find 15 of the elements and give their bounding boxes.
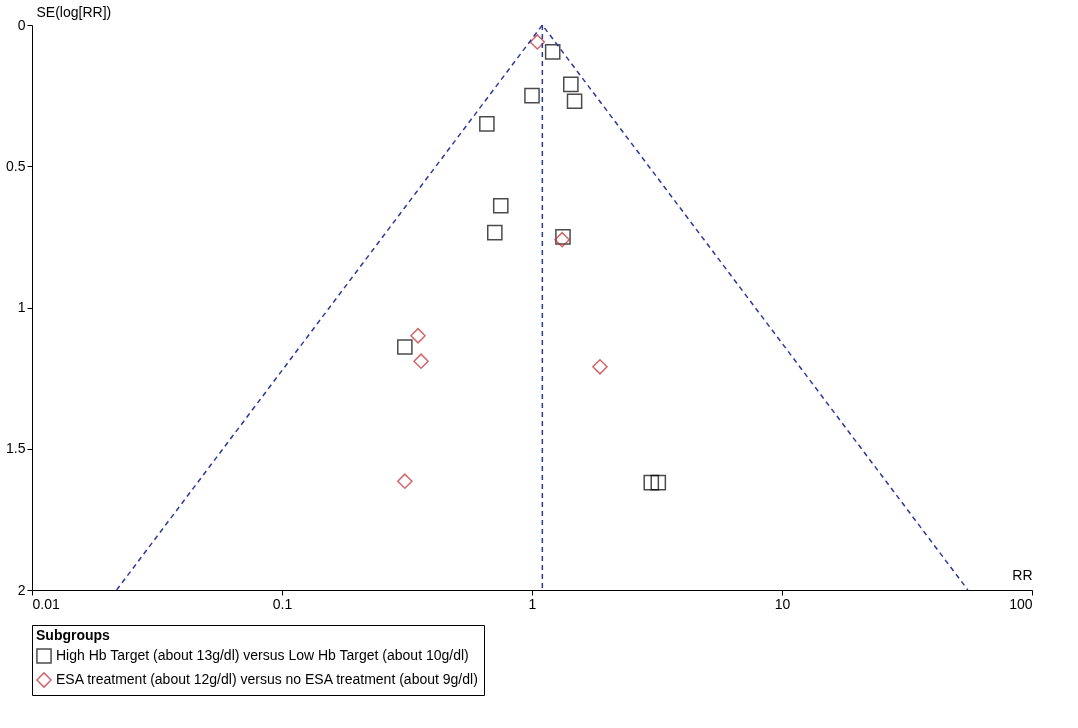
legend-title: Subgroups — [36, 627, 111, 643]
x-tick-label: 0.01 — [32, 595, 60, 612]
y-axis-title: SE(log[RR]) — [36, 3, 112, 20]
x-axis-title: RR — [1012, 566, 1033, 583]
y-tick-label: 0.5 — [6, 157, 26, 174]
legend-label: High Hb Target (about 13g/dl) versus Low Hb Target (about 10g/dl) — [56, 647, 469, 663]
y-tick-label: 1.5 — [6, 440, 26, 457]
x-tick-label: 0.1 — [272, 595, 293, 612]
x-tick-label: 10 — [774, 595, 791, 612]
x-tick-label: 1 — [528, 595, 537, 612]
x-tick-label: 100 — [1009, 595, 1033, 612]
y-tick-label: 2 — [17, 581, 26, 598]
y-tick-label: 1 — [17, 299, 26, 315]
y-tick-label: 0 — [17, 16, 26, 33]
legend-label: ESA treatment (about 12g/dl) versus no ESA treatment (about 9g/dl) — [56, 671, 478, 687]
